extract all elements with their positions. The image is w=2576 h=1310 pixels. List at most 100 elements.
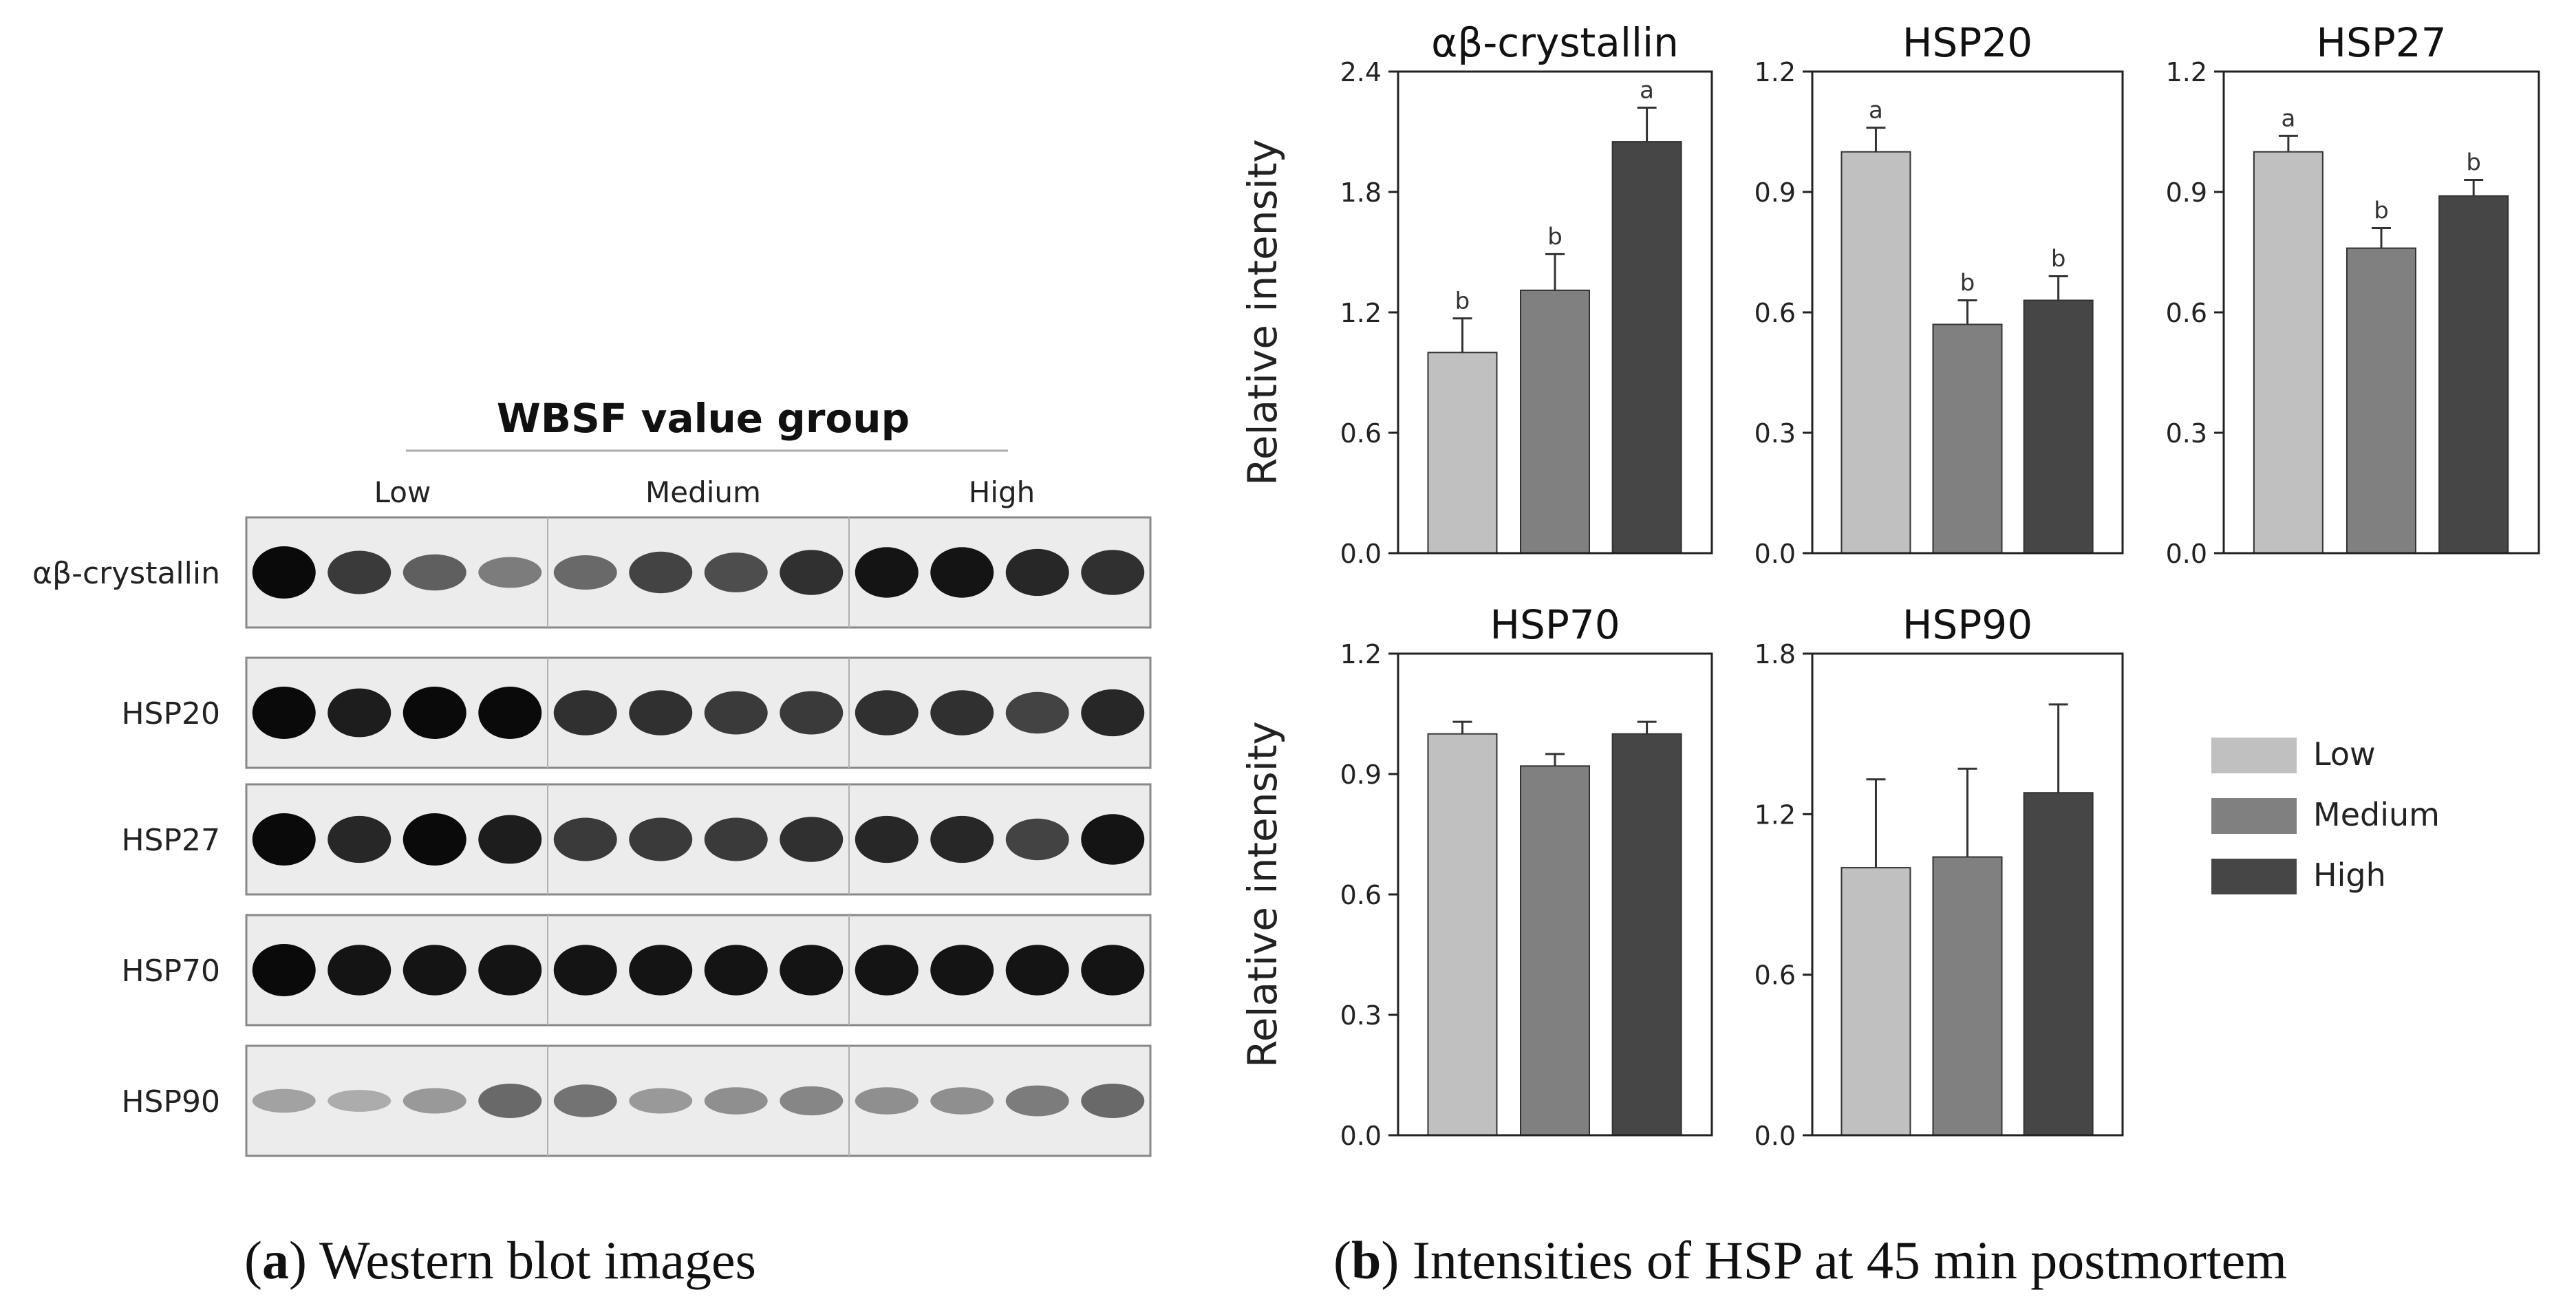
chart-hsp70-ytick-label: 1.2 xyxy=(1340,639,1382,669)
chart-hsp27-bar-medium xyxy=(2346,247,2416,554)
chart-ab-crystallin-bar-medium xyxy=(1520,289,1590,554)
blot-row-hsp27-band xyxy=(252,813,316,866)
blot-row-hsp90-band xyxy=(780,1086,844,1116)
blot-row-hsp70-band xyxy=(1005,945,1069,996)
blot-row-hsp70-band xyxy=(553,945,617,996)
blot-row-hsp90-frame xyxy=(245,1044,1152,1157)
legend-swatch-medium xyxy=(2211,798,2297,834)
blot-row-hsp27-band xyxy=(402,813,466,866)
chart-hsp27-bar-high xyxy=(2438,195,2509,555)
chart-hsp20-frame xyxy=(1811,70,2124,555)
chart-hsp20: HSP20 0.0 0.3 0.6 0.9 1.2 a b b xyxy=(1754,19,2124,569)
blot-row-hsp20-band xyxy=(478,687,542,739)
blot-row-hsp70-band xyxy=(402,945,466,996)
blot-row-hsp90-band xyxy=(553,1084,617,1117)
blot-row-hsp20-band xyxy=(1005,691,1069,734)
blot-row-hsp70-band xyxy=(478,945,542,996)
chart-hsp70-ytick-label: 0.9 xyxy=(1340,760,1382,790)
blot-row-hsp20-band xyxy=(629,690,693,735)
chart-hsp20-ytick-label: 0.9 xyxy=(1754,178,1796,208)
blot-row-hsp90-band xyxy=(402,1088,466,1114)
blot-row-hsp70-band xyxy=(855,945,919,996)
chart-hsp90-ytick-label: 0.6 xyxy=(1754,960,1796,991)
group-label-high: High xyxy=(969,475,1035,509)
blot-row-hsp90: HSP90 xyxy=(121,1044,1152,1157)
blot-row-hsp20-band xyxy=(704,691,768,735)
blot-row-hsp70-band xyxy=(629,945,693,996)
chart-hsp27-ytick-label: 0.9 xyxy=(2166,178,2207,208)
blot-row-ab-crystallin-band xyxy=(328,550,391,594)
chart-hsp20-sig-letter: a xyxy=(1869,97,1883,125)
chart-ab-crystallin-ytick-label: 1.8 xyxy=(1340,178,1382,208)
chart-hsp27-ytick-label: 0.0 xyxy=(2166,539,2207,569)
chart-hsp20-sig-letter: b xyxy=(1960,270,1975,297)
chart-hsp90-ytick-label: 0.0 xyxy=(1754,1121,1796,1151)
blot-row-ab-crystallin-label: αβ-crystallin xyxy=(32,556,220,591)
caption-a-text: ) Western blot images xyxy=(289,1230,756,1290)
blot-row-ab-crystallin-band xyxy=(252,546,316,599)
chart-hsp20-bar-medium xyxy=(1932,323,2003,554)
chart-ab-crystallin-ylabel: Relative intensity xyxy=(1239,139,1286,486)
wbsf-group-title: WBSF value group xyxy=(497,395,910,442)
chart-hsp70-ylabel: Relative intensity xyxy=(1239,721,1286,1068)
blot-row-ab-crystallin: αβ-crystallin xyxy=(32,516,1152,629)
chart-hsp27: HSP27 0.0 0.3 0.6 0.9 1.2 a b b xyxy=(2166,19,2540,569)
chart-hsp70-ytick-label: 0.6 xyxy=(1340,880,1382,910)
chart-hsp27-frame xyxy=(2222,70,2540,555)
chart-hsp20-ytick-label: 0.6 xyxy=(1754,298,1796,328)
chart-ab-crystallin: αβ-crystallin 0.0 0.6 1.2 1.8 2.4 Relative int… xyxy=(1239,19,1713,569)
bar-charts-panel: αβ-crystallin 0.0 0.6 1.2 1.8 2.4 Relative int… xyxy=(1239,19,2540,1151)
chart-hsp27-bar-low xyxy=(2253,151,2323,554)
blot-row-ab-crystallin-band xyxy=(930,547,994,598)
blot-row-hsp20-band xyxy=(930,690,994,735)
blot-row-hsp90-band xyxy=(629,1088,693,1114)
blot-row-hsp27: HSP27 xyxy=(121,783,1152,896)
chart-ab-crystallin-ytick-label: 2.4 xyxy=(1340,57,1382,87)
blot-row-hsp27-band xyxy=(1005,818,1069,861)
caption-b-letter: b xyxy=(1351,1230,1381,1290)
chart-hsp27-sig-letter: a xyxy=(2281,105,2295,132)
chart-ab-crystallin-sig-letter: a xyxy=(1640,77,1654,105)
caption-a-letter: a xyxy=(262,1230,289,1290)
blot-row-hsp90-label: HSP90 xyxy=(121,1084,220,1119)
blot-row-ab-crystallin-band xyxy=(553,555,617,590)
chart-hsp90-bar-medium xyxy=(1932,856,2003,1136)
blot-row-hsp20-band xyxy=(553,690,617,735)
blot-row-hsp90-band xyxy=(478,1084,542,1118)
chart-hsp70-ytick-label: 0.3 xyxy=(1340,1000,1382,1031)
blot-row-hsp90-band xyxy=(328,1090,391,1112)
chart-legend: Low Medium High xyxy=(2211,735,2440,894)
legend-label-medium: Medium xyxy=(2313,796,2440,833)
blot-row-hsp70-label: HSP70 xyxy=(121,954,220,989)
chart-ab-crystallin-sig-letter: b xyxy=(1455,288,1470,315)
blot-row-ab-crystallin-band xyxy=(780,550,844,595)
blot-row-hsp27-label: HSP27 xyxy=(121,823,220,858)
chart-ab-crystallin-bar-high xyxy=(1611,141,1682,555)
chart-hsp20-ytick-label: 0.0 xyxy=(1754,539,1796,569)
blot-row-hsp70: HSP70 xyxy=(121,914,1152,1027)
blot-row-hsp20-band xyxy=(780,691,844,735)
chart-hsp20-sig-letter: b xyxy=(2051,246,2066,273)
blot-row-hsp20-band xyxy=(1081,689,1145,737)
chart-hsp20-bar-low xyxy=(1840,151,1911,554)
blot-row-hsp20-label: HSP20 xyxy=(121,696,220,731)
blot-row-hsp20-band xyxy=(402,687,466,739)
chart-hsp70-bar-medium xyxy=(1520,765,1590,1137)
blot-row-ab-crystallin-band xyxy=(1081,550,1145,595)
chart-hsp90: HSP90 0.0 0.6 1.2 1.8 xyxy=(1754,601,2124,1151)
western-blot-panel: WBSF value group Low Medium High αβ-crys… xyxy=(32,395,1152,1157)
blot-row-hsp70-frame xyxy=(245,914,1152,1027)
chart-ab-crystallin-bar-low xyxy=(1427,352,1498,554)
group-label-medium: Medium xyxy=(645,475,761,509)
blot-row-hsp70-band xyxy=(252,944,316,996)
blot-row-hsp27-frame xyxy=(245,783,1152,896)
chart-hsp70-ytick-label: 0.0 xyxy=(1340,1121,1382,1151)
chart-hsp20-ytick-label: 0.3 xyxy=(1754,418,1796,449)
legend-label-low: Low xyxy=(2313,735,2376,773)
chart-hsp27-ytick-label: 0.3 xyxy=(2166,418,2207,449)
blot-row-hsp20-frame xyxy=(245,656,1152,769)
blot-row-hsp20-band xyxy=(328,688,391,738)
chart-hsp70-bar-high xyxy=(1611,733,1682,1136)
blot-row-hsp27-band xyxy=(328,815,391,863)
blot-row-ab-crystallin-frame xyxy=(245,516,1152,629)
